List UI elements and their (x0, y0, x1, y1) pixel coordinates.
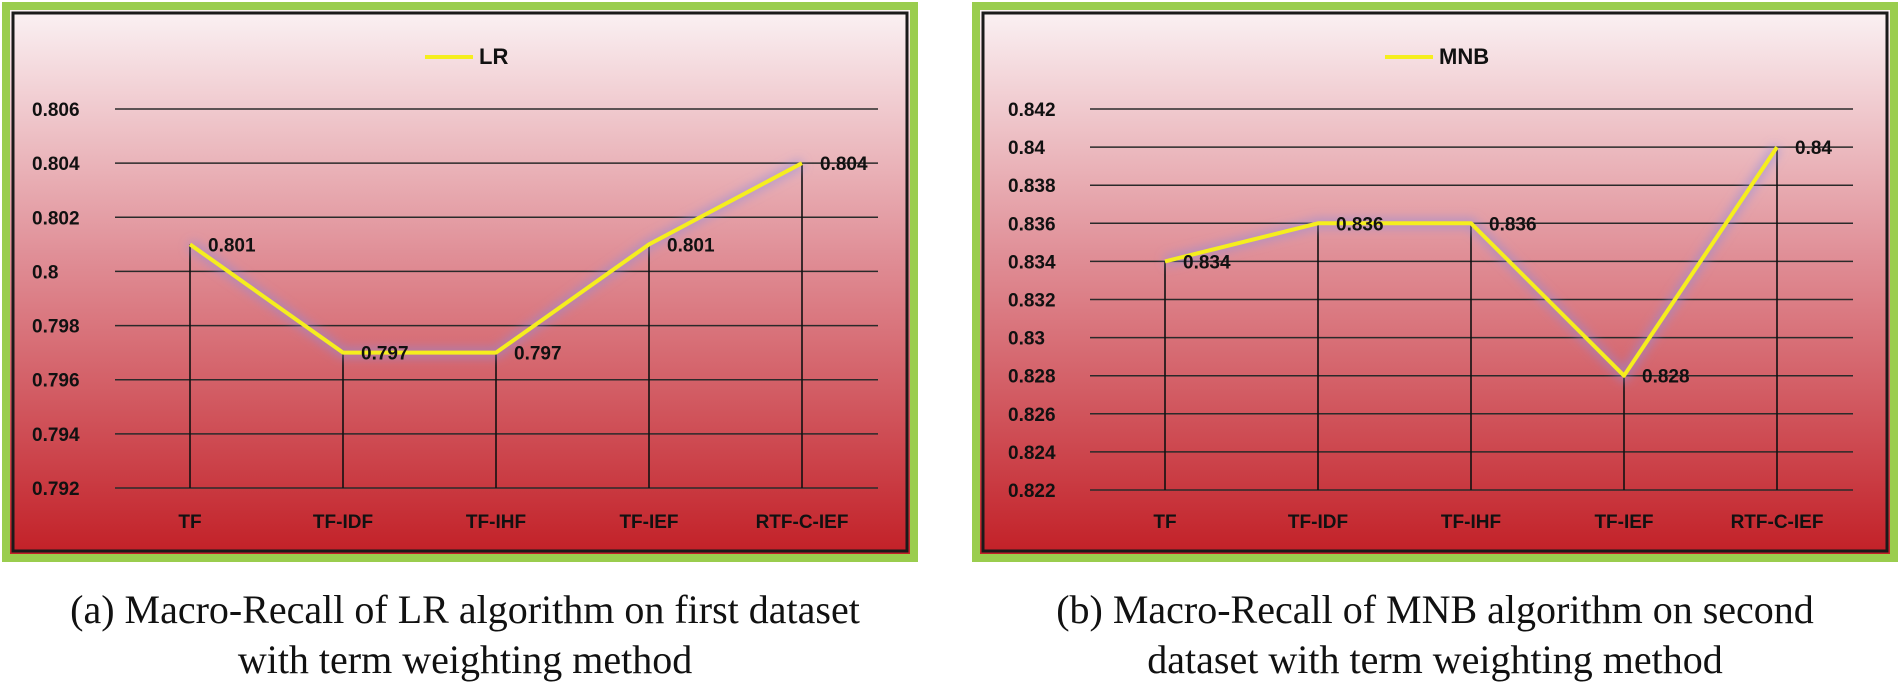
y-tick-label: 0.8 (32, 262, 58, 283)
data-label: 0.801 (667, 235, 715, 256)
y-tick-label: 0.806 (32, 100, 80, 121)
chart-inner-border (981, 11, 1889, 553)
caption-b-line-1: (b) Macro-Recall of MNB algorithm on sec… (1056, 587, 1814, 632)
y-tick-label: 0.804 (32, 154, 80, 175)
series-line (1164, 145, 1779, 378)
data-label: 0.801 (208, 235, 256, 256)
x-tick-label: TF-IHF (1441, 512, 1501, 533)
x-tick-label: TF-IDF (1288, 512, 1348, 533)
data-label: 0.804 (820, 154, 868, 175)
line-chart-lr: 0.792 0.794 0.796 0.798 0.8 0.802 0.804 0.806 0.… (2, 2, 918, 562)
y-tick-label: 0.822 (1008, 481, 1056, 502)
x-tick-label: TF-IEF (619, 512, 678, 533)
data-label: 0.797 (361, 344, 409, 365)
y-tick-label: 0.798 (32, 317, 80, 338)
caption-a: (a) Macro-Recall of LR algorithm on firs… (0, 585, 930, 685)
y-tick-label: 0.802 (32, 208, 80, 229)
x-tick-label: RTF-C-IEF (756, 512, 849, 533)
series-line (188, 161, 803, 355)
y-tick-label: 0.84 (1008, 138, 1045, 159)
data-label: 0.84 (1795, 138, 1832, 159)
y-tick-label: 0.832 (1008, 291, 1056, 312)
x-tick-label: TF-IDF (313, 512, 373, 533)
y-tick-label: 0.838 (1008, 176, 1056, 197)
line-chart-mnb: 0.822 0.824 0.826 0.828 0.83 0.832 0.834 0.836 0… (972, 2, 1898, 562)
x-tick-label: TF (1153, 512, 1176, 533)
chart-panel-b: 0.822 0.824 0.826 0.828 0.83 0.832 0.834 0.836 0… (970, 0, 1900, 691)
chart-inner-border (11, 11, 909, 553)
y-tick-label: 0.824 (1008, 443, 1056, 464)
chart-panel-a: 0.792 0.794 0.796 0.798 0.8 0.802 0.804 0.806 0.… (0, 0, 930, 691)
chart-frame (2, 2, 918, 562)
x-tick-label: TF-IHF (466, 512, 526, 533)
data-label: 0.836 (1489, 214, 1537, 235)
caption-b-line-2: dataset with term weighting method (1147, 637, 1723, 682)
data-label: 0.836 (1336, 214, 1384, 235)
legend-label: MNB (1439, 44, 1489, 69)
data-label: 0.834 (1183, 252, 1231, 273)
y-tick-label: 0.826 (1008, 405, 1056, 426)
caption-a-line-2: with term weighting method (237, 637, 693, 682)
y-tick-label: 0.828 (1008, 367, 1056, 388)
y-tick-label: 0.794 (32, 425, 80, 446)
y-tick-label: 0.792 (32, 479, 80, 500)
caption-a-line-1: (a) Macro-Recall of LR algorithm on firs… (70, 587, 860, 632)
legend-label: LR (479, 44, 508, 69)
data-label: 0.797 (514, 344, 562, 365)
y-tick-label: 0.842 (1008, 100, 1056, 121)
y-tick-label: 0.836 (1008, 214, 1056, 235)
x-tick-label: TF-IEF (1594, 512, 1653, 533)
chart-frame (972, 2, 1898, 562)
data-label: 0.828 (1642, 367, 1690, 388)
y-tick-label: 0.83 (1008, 329, 1045, 350)
y-tick-label: 0.796 (32, 371, 80, 392)
y-tick-label: 0.834 (1008, 252, 1056, 273)
x-tick-label: TF (178, 512, 201, 533)
x-tick-label: RTF-C-IEF (1731, 512, 1824, 533)
caption-b: (b) Macro-Recall of MNB algorithm on sec… (970, 585, 1900, 685)
